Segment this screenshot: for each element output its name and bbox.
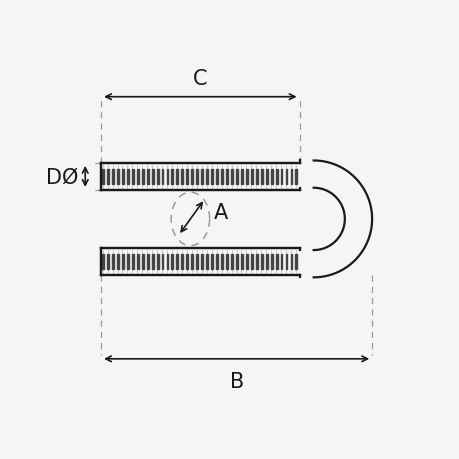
Polygon shape: [117, 170, 118, 185]
Polygon shape: [246, 254, 247, 269]
Polygon shape: [265, 170, 267, 185]
Polygon shape: [285, 254, 287, 269]
Polygon shape: [166, 170, 168, 185]
Polygon shape: [176, 254, 178, 269]
Polygon shape: [151, 254, 153, 269]
Polygon shape: [295, 170, 297, 185]
Polygon shape: [186, 170, 188, 185]
Text: DØ: DØ: [45, 167, 78, 187]
Polygon shape: [141, 254, 143, 269]
Polygon shape: [112, 170, 114, 185]
Polygon shape: [196, 254, 198, 269]
Polygon shape: [250, 254, 252, 269]
Polygon shape: [127, 254, 129, 269]
Polygon shape: [136, 254, 138, 269]
Polygon shape: [102, 254, 104, 269]
Polygon shape: [201, 170, 203, 185]
Polygon shape: [161, 254, 163, 269]
Polygon shape: [206, 170, 207, 185]
Polygon shape: [280, 170, 282, 185]
Polygon shape: [230, 170, 232, 185]
Polygon shape: [206, 254, 207, 269]
Polygon shape: [146, 254, 148, 269]
Polygon shape: [122, 254, 123, 269]
Polygon shape: [107, 254, 109, 269]
Polygon shape: [117, 254, 118, 269]
Polygon shape: [216, 254, 218, 269]
Polygon shape: [255, 170, 257, 185]
Polygon shape: [166, 254, 168, 269]
Polygon shape: [136, 170, 138, 185]
Polygon shape: [141, 170, 143, 185]
Polygon shape: [176, 170, 178, 185]
Polygon shape: [270, 170, 272, 185]
Polygon shape: [235, 170, 237, 185]
Polygon shape: [112, 254, 114, 269]
Polygon shape: [265, 254, 267, 269]
Polygon shape: [260, 170, 262, 185]
Polygon shape: [225, 254, 228, 269]
Polygon shape: [211, 254, 213, 269]
Polygon shape: [270, 254, 272, 269]
Polygon shape: [295, 254, 297, 269]
Polygon shape: [211, 170, 213, 185]
Polygon shape: [290, 170, 292, 185]
Polygon shape: [230, 254, 232, 269]
Polygon shape: [107, 170, 109, 185]
Polygon shape: [235, 254, 237, 269]
Polygon shape: [181, 170, 183, 185]
Text: A: A: [213, 203, 228, 223]
Polygon shape: [221, 170, 223, 185]
Polygon shape: [171, 254, 173, 269]
Polygon shape: [171, 170, 173, 185]
Polygon shape: [102, 170, 104, 185]
Polygon shape: [246, 170, 247, 185]
Polygon shape: [275, 254, 277, 269]
Polygon shape: [186, 254, 188, 269]
Polygon shape: [161, 170, 163, 185]
Polygon shape: [122, 170, 123, 185]
Polygon shape: [221, 254, 223, 269]
Polygon shape: [181, 254, 183, 269]
Polygon shape: [241, 170, 242, 185]
Polygon shape: [132, 254, 134, 269]
Polygon shape: [275, 170, 277, 185]
Polygon shape: [132, 170, 134, 185]
Polygon shape: [191, 170, 193, 185]
Polygon shape: [290, 254, 292, 269]
Text: B: B: [229, 371, 243, 392]
Polygon shape: [151, 170, 153, 185]
Polygon shape: [156, 170, 158, 185]
Polygon shape: [241, 254, 242, 269]
Polygon shape: [255, 254, 257, 269]
Polygon shape: [285, 170, 287, 185]
Polygon shape: [191, 254, 193, 269]
Polygon shape: [156, 254, 158, 269]
Polygon shape: [250, 170, 252, 185]
Polygon shape: [216, 170, 218, 185]
Polygon shape: [260, 254, 262, 269]
Polygon shape: [146, 170, 148, 185]
Polygon shape: [280, 254, 282, 269]
Polygon shape: [201, 254, 203, 269]
Text: C: C: [193, 69, 207, 89]
Polygon shape: [196, 170, 198, 185]
Polygon shape: [225, 170, 228, 185]
Polygon shape: [127, 170, 129, 185]
